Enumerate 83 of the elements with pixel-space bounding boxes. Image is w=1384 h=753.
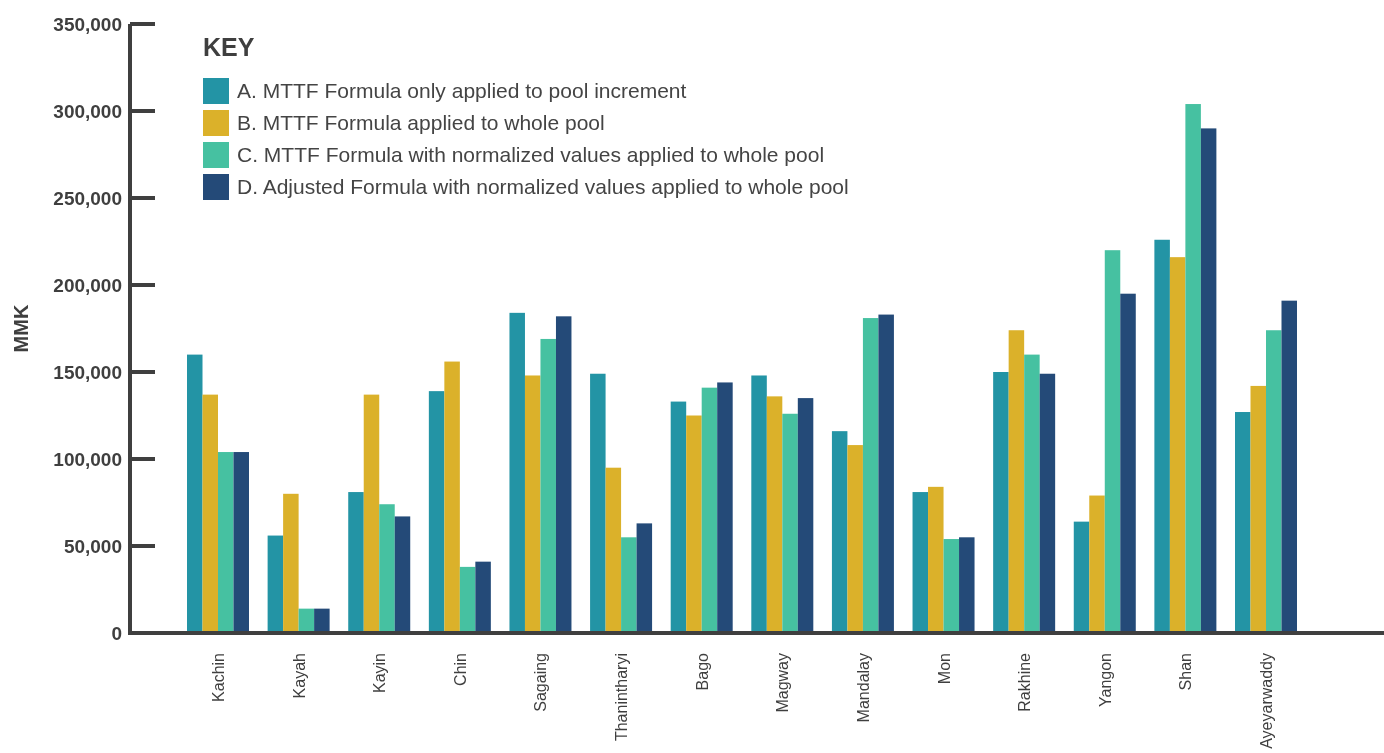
y-tick-label: 50,000 <box>63 535 122 557</box>
y-tick-label: 150,000 <box>53 361 122 383</box>
bar <box>1024 354 1040 633</box>
bar <box>928 486 944 633</box>
bar <box>766 396 783 633</box>
legend-label: D. Adjusted Formula with normalized values applied to whole pool <box>237 175 849 199</box>
bar <box>862 318 879 633</box>
x-tick-label: Sagaing <box>532 653 550 712</box>
bar <box>1266 330 1282 633</box>
y-axis-title: MMK <box>10 304 32 353</box>
bar <box>1073 521 1090 633</box>
bar <box>621 537 637 633</box>
bar <box>751 375 767 633</box>
x-tick-label: Mon <box>935 653 953 685</box>
bar <box>797 398 814 633</box>
bar <box>590 373 606 633</box>
bar <box>314 608 330 633</box>
y-tick-label: 0 <box>111 622 122 644</box>
bar <box>218 452 234 633</box>
bar <box>943 539 960 633</box>
legend-title: KEY <box>203 33 255 61</box>
bar <box>1089 495 1105 633</box>
bar <box>1104 250 1121 633</box>
bar <box>831 431 848 633</box>
bar <box>701 387 718 633</box>
bar <box>1008 330 1025 633</box>
bar <box>1200 128 1217 633</box>
bar <box>1281 300 1297 633</box>
x-tick-label: Chin <box>451 653 469 686</box>
bar <box>636 523 653 633</box>
bar <box>959 537 975 633</box>
bar <box>233 452 249 633</box>
bar <box>379 504 395 633</box>
bar <box>686 415 702 633</box>
bar <box>509 312 525 633</box>
x-tick-label: Yangon <box>1096 653 1114 707</box>
x-tick-label: Rakhine <box>1016 652 1034 712</box>
bar <box>1169 257 1186 633</box>
x-tick-label: Kayah <box>290 653 308 699</box>
x-tick-label: Thanintharyi <box>613 653 631 742</box>
bar <box>717 382 733 633</box>
bar <box>475 561 491 633</box>
y-tick-label: 300,000 <box>53 100 122 122</box>
bar <box>782 413 798 633</box>
x-tick-label: Magway <box>774 653 792 713</box>
bar <box>524 375 541 633</box>
bar <box>670 401 687 633</box>
bar <box>394 516 411 633</box>
bar <box>363 394 380 633</box>
bar <box>283 493 299 633</box>
bar <box>912 492 929 633</box>
bar <box>993 372 1009 633</box>
y-tick-label: 100,000 <box>53 448 122 470</box>
bar <box>348 492 364 633</box>
bar <box>1250 385 1266 633</box>
bar <box>444 361 460 633</box>
bar <box>540 338 556 633</box>
bar <box>267 535 284 633</box>
y-tick-label: 350,000 <box>53 13 122 35</box>
bar <box>555 316 572 633</box>
bar <box>428 391 445 633</box>
bar <box>202 394 218 633</box>
x-tick-label: Ayeyarwaddy <box>1258 653 1275 749</box>
y-tick-label: 200,000 <box>53 274 122 296</box>
bar <box>1154 239 1170 633</box>
legend-label: B. MTTF Formula applied to whole pool <box>237 111 605 135</box>
x-tick-label: Kachin <box>210 653 227 702</box>
bar <box>1039 373 1056 633</box>
bar <box>1185 104 1201 633</box>
x-tick-label: Mandalay <box>854 653 872 723</box>
bar <box>847 445 863 633</box>
legend-label: C. MTTF Formula with normalized values applied to whole pool <box>237 143 825 167</box>
x-tick-label: Bago <box>693 652 711 691</box>
x-tick-label: Shan <box>1177 653 1195 691</box>
legend-label: A. MTTF Formula only applied to pool increment <box>237 79 687 103</box>
bar <box>459 566 476 633</box>
bar <box>878 314 894 633</box>
bar <box>605 467 622 633</box>
bar <box>1235 412 1251 633</box>
y-tick-label: 250,000 <box>53 187 122 209</box>
bar <box>1120 293 1136 633</box>
x-tick-label: Kayin <box>371 653 389 694</box>
bar <box>187 354 203 633</box>
